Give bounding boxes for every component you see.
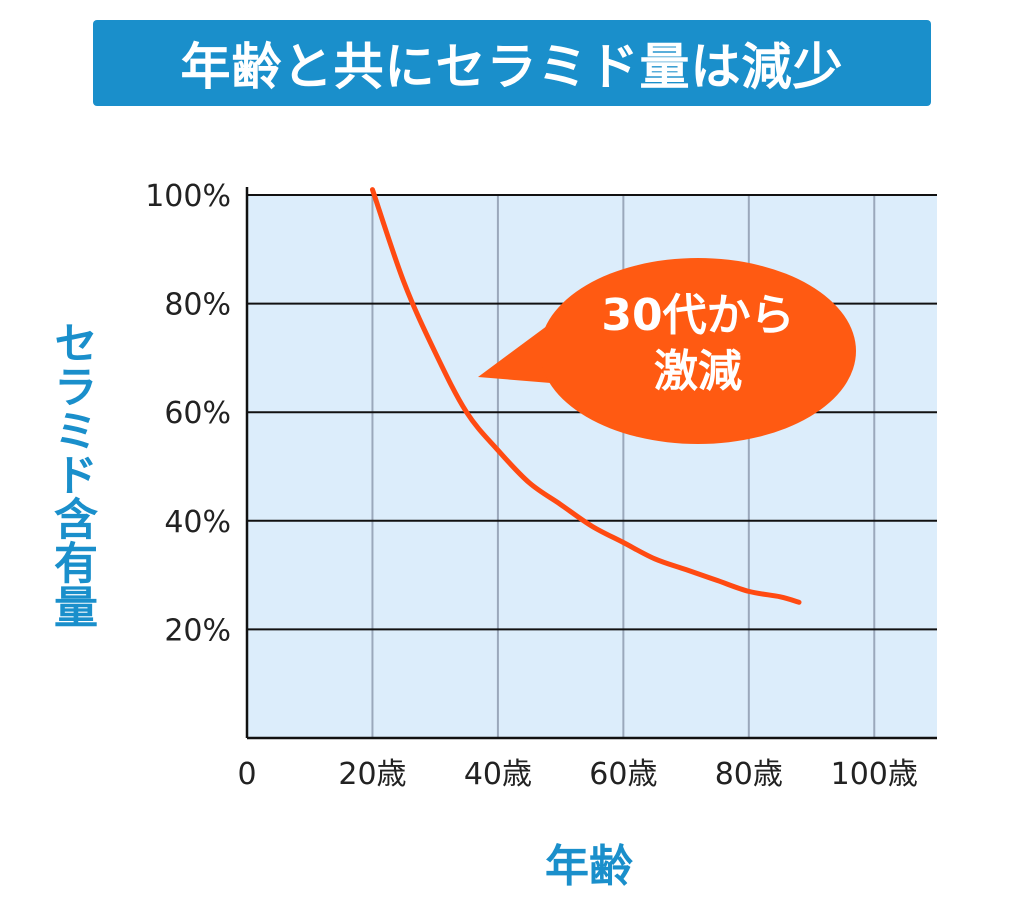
callout-text-line: 30代から <box>601 290 794 341</box>
y-tick-label: 60% <box>164 396 231 431</box>
x-tick-label: 0 <box>237 757 256 792</box>
plot-background <box>247 195 937 738</box>
x-tick-label: 20歳 <box>338 757 406 792</box>
x-axis-title: 年齢 <box>545 841 633 892</box>
chart-title: 年齢と共にセラミド量は減少 <box>180 38 844 96</box>
x-tick-label: 40歳 <box>464 757 532 792</box>
ceramide-curve <box>369 187 802 605</box>
y-tick-label: 40% <box>164 505 231 540</box>
x-tick-label: 60歳 <box>589 757 657 792</box>
callout-text-line: 激減 <box>654 346 742 397</box>
y-axis-title: セラミド含有量 <box>46 320 97 628</box>
y-tick-label: 100% <box>145 179 231 214</box>
x-tick-label: 80歳 <box>715 757 783 792</box>
y-tick-label: 80% <box>164 288 231 323</box>
callout-bubble <box>540 258 856 444</box>
title-banner: 年齢と共にセラミド量は減少 <box>93 20 931 106</box>
x-tick-label: 100歳 <box>831 757 918 792</box>
y-tick-label: 20% <box>164 613 231 648</box>
